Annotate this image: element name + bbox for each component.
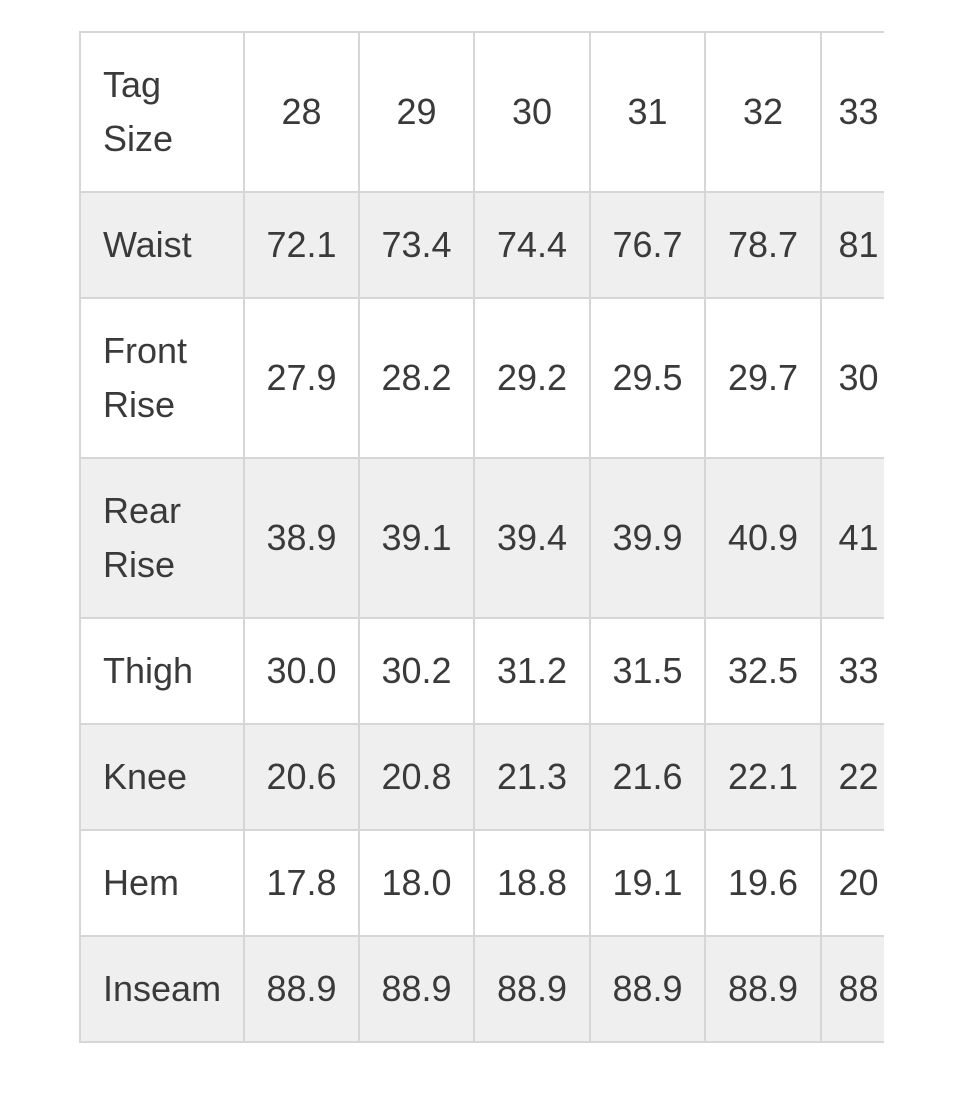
- table-cell: 39.9: [589, 457, 706, 619]
- table-cell: 21.6: [589, 723, 706, 831]
- table-cell: 20.6: [243, 723, 360, 831]
- table-row-front-rise: Front Rise 27.9 28.2 29.2 29.5 29.7 30: [79, 297, 884, 459]
- table-cell: 74.4: [473, 191, 591, 299]
- table-cell: 28: [243, 31, 360, 193]
- table-cell: 72.1: [243, 191, 360, 299]
- table-cell: 29.5: [589, 297, 706, 459]
- row-label: Front Rise: [79, 297, 245, 459]
- table-cell: 29: [358, 31, 475, 193]
- table-cell: 31.2: [473, 617, 591, 725]
- row-label: Rear Rise: [79, 457, 245, 619]
- table-cell: 29.7: [704, 297, 822, 459]
- row-label: Inseam: [79, 935, 245, 1043]
- row-label: Tag Size: [79, 31, 245, 193]
- table-cell: 39.4: [473, 457, 591, 619]
- table-cell: 28.2: [358, 297, 475, 459]
- table-cell: 78.7: [704, 191, 822, 299]
- row-label: Thigh: [79, 617, 245, 725]
- table-cell: 22: [820, 723, 884, 831]
- size-chart-table: Tag Size 28 29 30 31 32 33 Waist 72.1 73…: [79, 31, 884, 1043]
- table-cell: 88: [820, 935, 884, 1043]
- table-cell: 30: [473, 31, 591, 193]
- row-label: Knee: [79, 723, 245, 831]
- table-row-rear-rise: Rear Rise 38.9 39.1 39.4 39.9 40.9 41: [79, 457, 884, 619]
- table-cell: 39.1: [358, 457, 475, 619]
- table-cell: 20.8: [358, 723, 475, 831]
- table-cell: 88.9: [358, 935, 475, 1043]
- table-cell: 31: [589, 31, 706, 193]
- table-cell: 32: [704, 31, 822, 193]
- table-cell: 19.6: [704, 829, 822, 937]
- row-label: Waist: [79, 191, 245, 299]
- table-cell: 18.8: [473, 829, 591, 937]
- table-cell: 88.9: [589, 935, 706, 1043]
- table-cell: 30.0: [243, 617, 360, 725]
- table-cell: 33: [820, 31, 884, 193]
- table-cell: 73.4: [358, 191, 475, 299]
- table-row-thigh: Thigh 30.0 30.2 31.2 31.5 32.5 33: [79, 617, 884, 725]
- table-cell: 29.2: [473, 297, 591, 459]
- table-cell: 88.9: [473, 935, 591, 1043]
- table-cell: 18.0: [358, 829, 475, 937]
- table-cell: 33: [820, 617, 884, 725]
- table-cell: 41: [820, 457, 884, 619]
- table-cell: 32.5: [704, 617, 822, 725]
- table-cell: 76.7: [589, 191, 706, 299]
- table-cell: 31.5: [589, 617, 706, 725]
- table-row-tag-size: Tag Size 28 29 30 31 32 33: [79, 31, 884, 193]
- table-cell: 22.1: [704, 723, 822, 831]
- table-cell: 88.9: [704, 935, 822, 1043]
- table-row-knee: Knee 20.6 20.8 21.3 21.6 22.1 22: [79, 723, 884, 831]
- table-row-waist: Waist 72.1 73.4 74.4 76.7 78.7 81: [79, 191, 884, 299]
- table-cell: 38.9: [243, 457, 360, 619]
- table-row-inseam: Inseam 88.9 88.9 88.9 88.9 88.9 88: [79, 935, 884, 1043]
- table-cell: 88.9: [243, 935, 360, 1043]
- size-chart-container: Tag Size 28 29 30 31 32 33 Waist 72.1 73…: [79, 31, 884, 1043]
- table-cell: 19.1: [589, 829, 706, 937]
- table-cell: 30: [820, 297, 884, 459]
- table-cell: 27.9: [243, 297, 360, 459]
- table-cell: 30.2: [358, 617, 475, 725]
- table-cell: 17.8: [243, 829, 360, 937]
- table-cell: 20: [820, 829, 884, 937]
- row-label: Hem: [79, 829, 245, 937]
- table-row-hem: Hem 17.8 18.0 18.8 19.1 19.6 20: [79, 829, 884, 937]
- table-cell: 40.9: [704, 457, 822, 619]
- table-cell: 81: [820, 191, 884, 299]
- table-cell: 21.3: [473, 723, 591, 831]
